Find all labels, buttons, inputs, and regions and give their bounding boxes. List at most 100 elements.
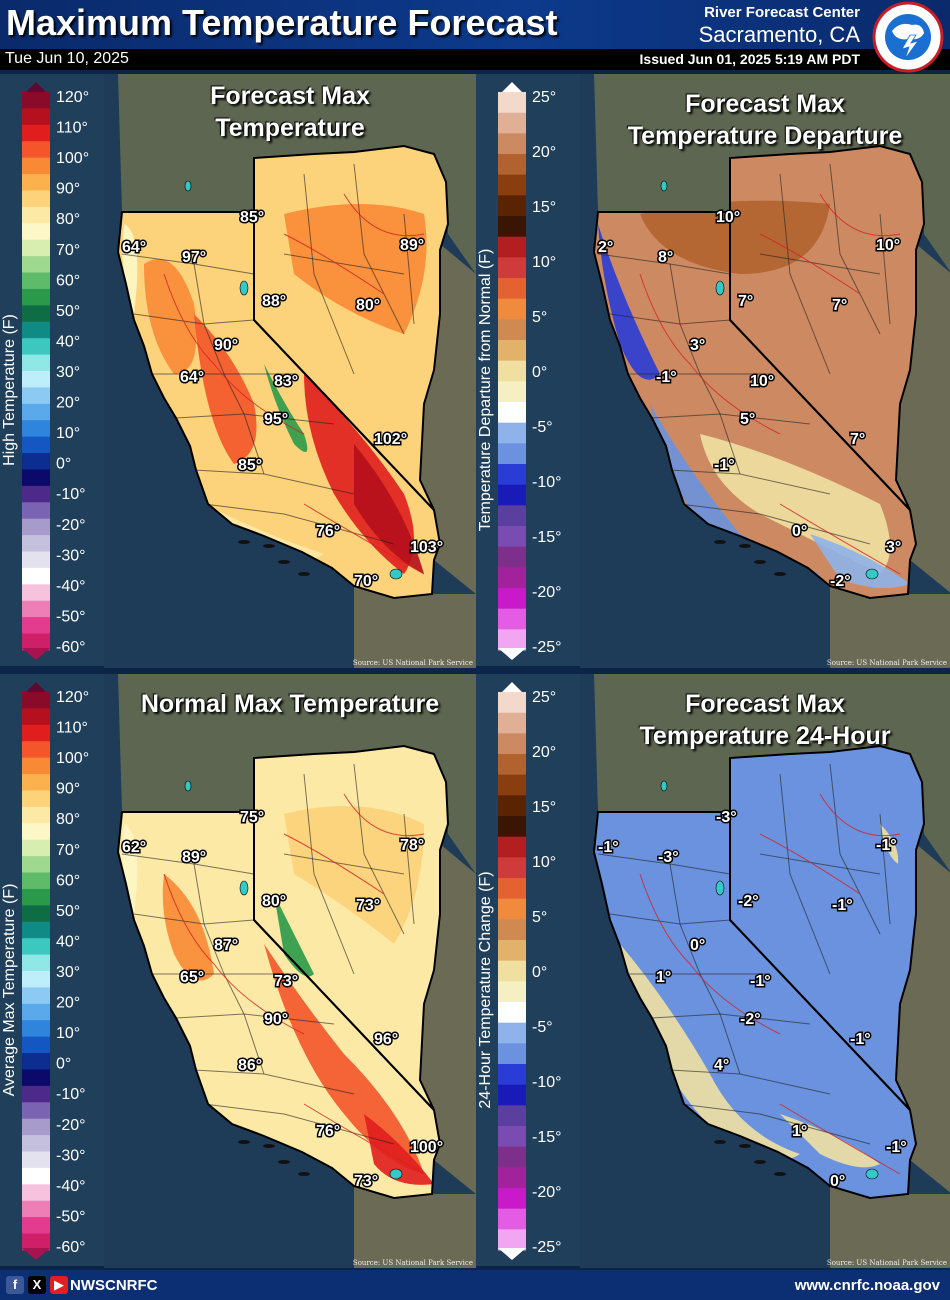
legend-tick-label: -10° [532, 1074, 562, 1091]
legend-swatch [22, 1102, 50, 1120]
x-icon[interactable]: X [28, 1276, 46, 1294]
legend-tick-label: 60° [56, 872, 80, 889]
map-value-label: 88° [262, 293, 286, 310]
legend-tick-label: 110° [56, 120, 88, 137]
nevada-border [729, 744, 926, 1111]
map-value-label: 85° [240, 209, 264, 226]
mexico-land [354, 1186, 476, 1268]
temperature-legend-top-svg: 120° 110° 100° 90° 80° 70° 60° 50° 40° 30° 20° 10° 0… [1, 82, 89, 660]
legend-tick-label: 15° [532, 799, 556, 816]
legend-tick-label: 20° [56, 395, 80, 412]
map-value-label: 78° [400, 837, 424, 854]
channel-island [774, 572, 786, 576]
legend-swatch [498, 1105, 526, 1127]
legend-tick-label: 10° [56, 1025, 80, 1042]
river-line [819, 193, 901, 237]
legend-swatch [498, 546, 526, 568]
legend-swatch [498, 319, 526, 341]
map-value-label: 64° [122, 239, 146, 256]
map-value-label: 0° [830, 1173, 845, 1190]
legend-swatch [22, 288, 50, 306]
legend-tick-label: 0° [56, 1056, 71, 1073]
legend-swatch [498, 1022, 526, 1044]
legend-swatch [498, 1084, 526, 1106]
legend-tick-label: 70° [56, 842, 80, 859]
map-value-label: 96° [374, 1031, 398, 1048]
map-value-label: 0° [690, 937, 705, 954]
legend-swatch [22, 888, 50, 906]
legend-swatch [22, 403, 50, 421]
arizona-land [420, 244, 476, 594]
legend-tick-label: 0° [56, 456, 71, 473]
panel-title: Normal Max Temperature [140, 690, 440, 718]
legend-tick-label: 20° [56, 995, 80, 1012]
legend-tick-label: -10° [532, 474, 562, 491]
legend-tick-label: 0° [532, 364, 547, 381]
lake-tahoe [715, 280, 725, 296]
temperature-legend-bottom-svg: 120° 110° 100° 90° 80° 70° 60° 50° 40° 30° 20° 10° 0… [1, 682, 89, 1260]
basin-boundary [403, 213, 415, 325]
legend-tick-label: 70° [56, 242, 80, 259]
legend-swatch [22, 1053, 50, 1070]
basin-boundary [669, 263, 701, 375]
map-value-label: 3° [886, 539, 901, 556]
legend-swatch [22, 1200, 50, 1218]
mexico-land [830, 1186, 950, 1268]
social-handle[interactable]: NWSCNRFC [70, 1277, 158, 1294]
map-value-label: 7° [738, 293, 753, 310]
map-value-label: 89° [182, 849, 206, 866]
basin-boundary [223, 973, 265, 1075]
legend-tick-label: -50° [56, 1208, 86, 1225]
channel-island [278, 560, 290, 564]
map-value-label: 10° [716, 209, 740, 226]
nws-logo-icon[interactable] [872, 1, 944, 73]
temperature-legend-bottom: 120° 110° 100° 90° 80° 70° 60° 50° 40° 30° 20° 10° 0… [0, 674, 104, 1266]
map-value-label: 2° [598, 239, 613, 256]
map-value-label: 100° [410, 1139, 443, 1156]
legend-swatch [22, 535, 50, 553]
legend-swatch [22, 1003, 50, 1021]
legend-swatch [22, 223, 50, 241]
legend-tick-label: -40° [56, 578, 86, 595]
youtube-icon[interactable]: ▶ [50, 1276, 68, 1294]
river-line [759, 233, 861, 295]
channel-island [263, 1144, 275, 1148]
legend-swatch [498, 360, 526, 382]
map-value-label: -3° [658, 849, 679, 866]
legend-tick-label: -60° [56, 1239, 86, 1256]
legend-swatch [498, 112, 526, 134]
map-value-label: 87° [214, 937, 238, 954]
panel-title: Forecast Max Temperature [210, 82, 370, 142]
map-value-label: 1° [656, 969, 671, 986]
basin-boundary [779, 773, 831, 975]
legend-swatch [498, 298, 526, 320]
facebook-icon[interactable]: f [6, 1276, 24, 1294]
map-value-label: -2° [830, 573, 851, 590]
legend-swatch [22, 108, 50, 126]
legend-tick-label: 120° [56, 89, 89, 106]
field-region [194, 314, 257, 464]
legend-tick-label: 80° [56, 811, 80, 828]
date-bar [0, 49, 950, 70]
map-svg: 85° 64° 97° 89° 88° 80° 90° 64° 83° 95° 102° 85° 76°… [104, 74, 476, 668]
legend-tick-label: 110° [56, 720, 88, 737]
channel-island [774, 1172, 786, 1176]
channel-island [263, 544, 275, 548]
legend-tick-label: -30° [56, 1147, 86, 1164]
legend-swatch [22, 741, 50, 759]
legend-swatch [498, 216, 526, 238]
website-link[interactable]: www.cnrfc.noaa.gov [794, 1277, 940, 1294]
legend-swatch [22, 321, 50, 339]
legend-swatch [22, 987, 50, 1005]
legend-swatch [498, 1229, 526, 1251]
lake-tahoe [239, 880, 249, 896]
salton-sea [865, 1168, 879, 1180]
california-border [592, 811, 918, 1200]
legend-swatch [498, 484, 526, 506]
field-region [780, 1114, 880, 1168]
channel-island [278, 1160, 290, 1164]
field-region [284, 204, 427, 334]
legend-swatch [22, 1118, 50, 1136]
legend-tick-label: -30° [56, 547, 86, 564]
legend-tick-label: 90° [56, 181, 80, 198]
